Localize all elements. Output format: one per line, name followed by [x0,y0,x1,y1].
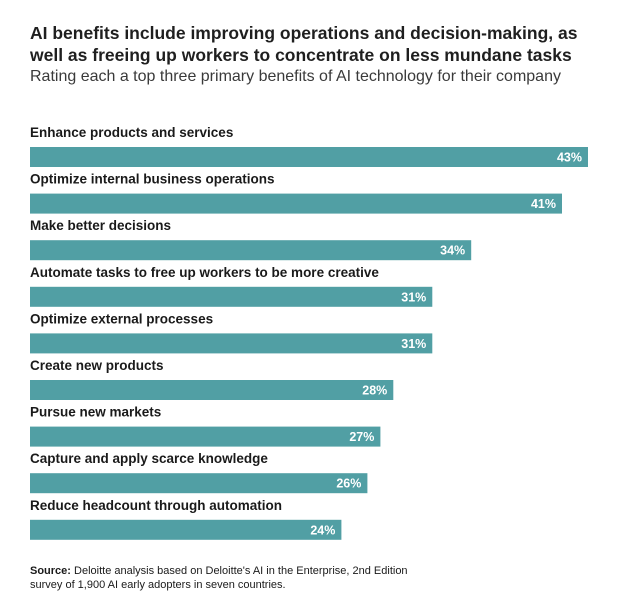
bar-value-label: 28% [362,384,387,398]
chart-title: AI benefits include improving operations… [30,23,578,65]
bar-label: Capture and apply scarce knowledge [30,451,268,466]
chart-subtitle: Rating each a top three primary benefits… [30,68,561,85]
bar [30,426,381,447]
bar-label: Automate tasks to free up workers to be … [30,265,379,280]
bar [30,147,588,167]
bar-label: Pursue new markets [30,405,161,420]
bar-label: Optimize external processes [30,311,213,326]
bar-label: Optimize internal business operations [30,172,275,187]
source-note: Source: Deloitte analysis based on Deloi… [30,564,430,592]
bar-value-label: 31% [401,337,426,351]
bar-value-label: 27% [349,430,374,444]
bar [30,240,472,261]
bar [30,333,433,354]
bar-label: Make better decisions [30,218,171,233]
bar-label: Create new products [30,358,164,373]
bar-value-label: 34% [440,244,465,258]
bar [30,519,342,540]
source-text: Deloitte analysis based on Deloitte's AI… [30,565,408,591]
bar [30,473,368,494]
bar-value-label: 26% [336,477,361,491]
bar-label: Enhance products and services [30,125,233,140]
bar [30,380,394,400]
bar-value-label: 31% [401,290,426,304]
bar-value-label: 24% [310,523,335,537]
bar-value-label: 43% [557,151,582,165]
bar [30,286,433,307]
source-label: Source: [30,565,71,577]
bar-label: Reduce headcount through automation [30,498,282,513]
bar-value-label: 41% [531,197,556,211]
bar [30,193,562,214]
